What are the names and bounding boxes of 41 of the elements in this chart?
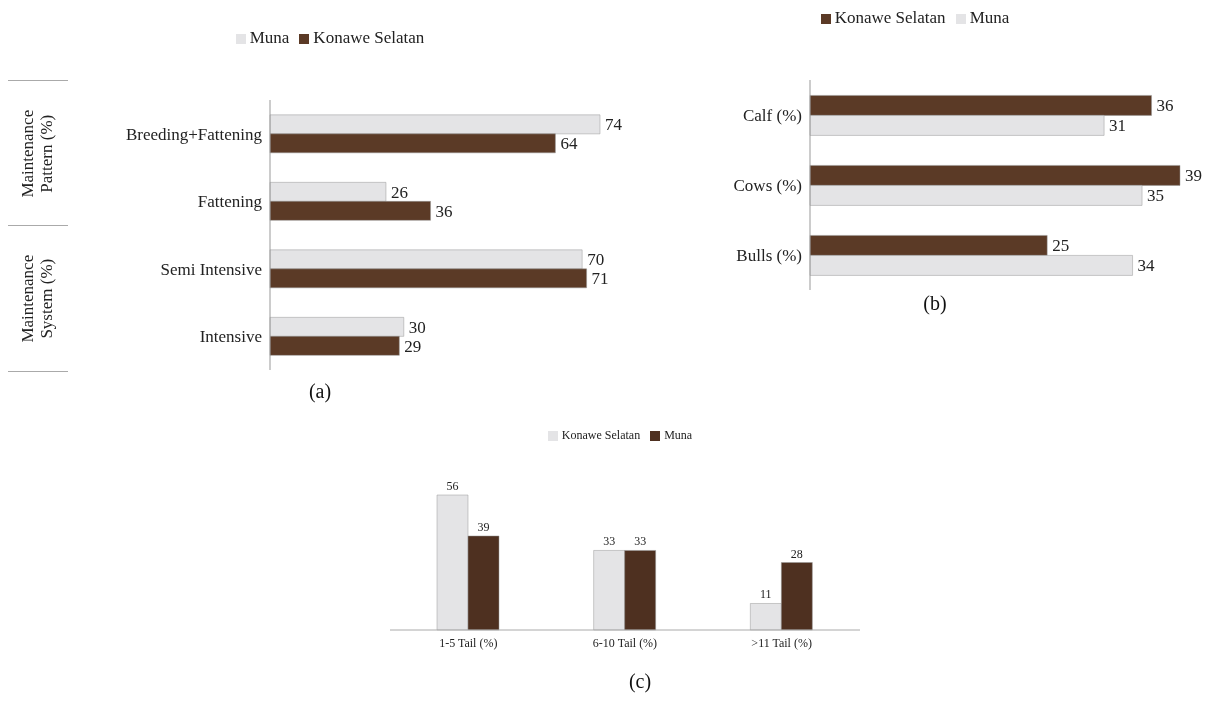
x-tick-label: >11 Tail (%) xyxy=(751,635,812,650)
data-label: 36 xyxy=(435,201,453,221)
data-label: 64 xyxy=(560,134,578,154)
y-tick-label: Semi Intensive xyxy=(160,259,262,279)
data-label: 39 xyxy=(1185,166,1202,186)
data-label: 70 xyxy=(587,250,605,270)
data-label: 33 xyxy=(634,534,647,549)
data-label: 29 xyxy=(404,336,422,356)
y-tick-label: Calf (%) xyxy=(742,106,802,126)
legend-label: Muna xyxy=(249,28,290,47)
text: Maintenance Pattern (%) xyxy=(18,109,57,198)
text: (a) xyxy=(307,380,333,403)
y-tick-label: Bulls (%) xyxy=(736,246,802,266)
data-label: 39 xyxy=(477,519,490,534)
legend-label: Konawe Selatan xyxy=(313,28,425,47)
data-label: 35 xyxy=(1147,186,1165,206)
data-label: 31 xyxy=(1109,116,1127,136)
data-label: 34 xyxy=(1137,256,1156,276)
text: Maintenance System (%) xyxy=(18,254,57,343)
data-label: 28 xyxy=(790,546,803,561)
text: (c) xyxy=(627,670,653,693)
legend-label: Muna xyxy=(969,8,1010,27)
data-label: 30 xyxy=(408,317,426,337)
y-tick-label: Intensive xyxy=(199,327,262,347)
x-tick-label: 1-5 Tail (%) xyxy=(439,635,498,650)
legend-label: Konawe Selatan xyxy=(561,428,641,442)
legend-label: Konawe Selatan xyxy=(834,8,946,27)
text: (b) xyxy=(922,292,948,315)
y-tick-label: Fattening xyxy=(197,192,263,212)
data-label: 71 xyxy=(591,269,609,289)
data-label: 74 xyxy=(605,115,623,135)
data-label: 25 xyxy=(1052,236,1070,256)
data-label: 11 xyxy=(760,587,772,602)
y-tick-label: Breeding+Fattening xyxy=(125,124,263,144)
x-tick-label: 6-10 Tail (%) xyxy=(592,635,658,650)
data-label: 36 xyxy=(1156,96,1174,116)
y-tick-label: Cows (%) xyxy=(733,176,802,196)
data-label: 26 xyxy=(390,182,408,202)
legend-label: Muna xyxy=(664,428,693,442)
data-label: 33 xyxy=(603,534,616,549)
data-label: 56 xyxy=(446,479,459,493)
